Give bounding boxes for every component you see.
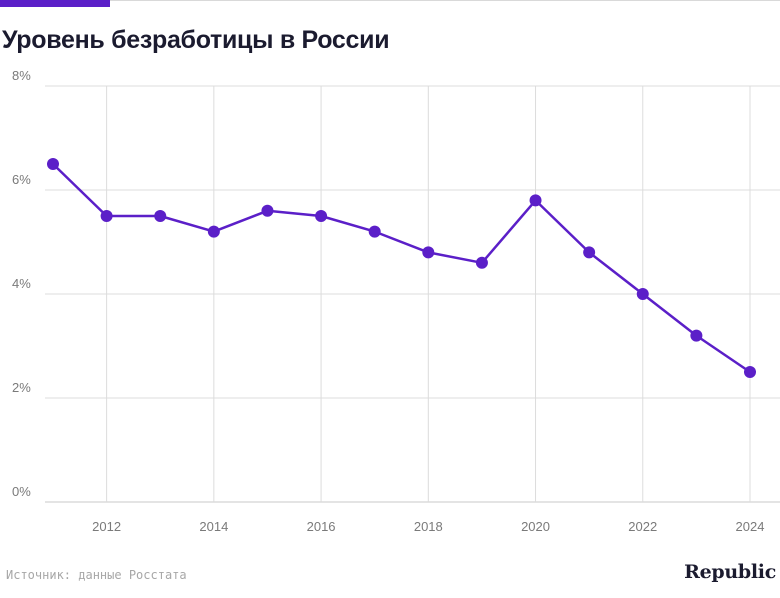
accent-bar: [0, 0, 110, 7]
series: [47, 158, 756, 378]
x-axis-ticks: 2012 2014 2016 2018 2020 2022 2024: [92, 519, 764, 534]
data-point[interactable]: [583, 246, 596, 259]
x-tick-label: 2014: [199, 519, 228, 534]
data-point[interactable]: [207, 225, 220, 238]
y-tick-label: 2%: [12, 380, 31, 395]
data-point[interactable]: [422, 246, 435, 259]
grid: [45, 85, 780, 503]
y-tick-label: 8%: [12, 68, 31, 83]
data-point[interactable]: [744, 366, 756, 378]
data-point[interactable]: [47, 158, 59, 170]
data-point[interactable]: [100, 210, 113, 222]
top-divider: [110, 0, 780, 1]
data-point[interactable]: [690, 329, 703, 342]
x-tick-label: 2024: [736, 519, 765, 534]
y-tick-label: 0%: [12, 484, 31, 499]
x-tick-label: 2022: [628, 519, 657, 534]
y-axis-ticks: 0% 2% 4% 6% 8%: [12, 68, 31, 499]
chart-title: Уровень безработицы в России: [2, 26, 390, 54]
data-point[interactable]: [315, 210, 328, 222]
data-point[interactable]: [529, 194, 542, 207]
x-tick-label: 2012: [92, 519, 121, 534]
data-point[interactable]: [475, 256, 488, 269]
y-tick-label: 6%: [12, 172, 31, 187]
data-point[interactable]: [261, 204, 274, 217]
x-tick-label: 2016: [307, 519, 336, 534]
x-tick-label: 2018: [414, 519, 443, 534]
data-point[interactable]: [368, 225, 381, 238]
data-point[interactable]: [154, 210, 167, 222]
data-point[interactable]: [636, 288, 649, 300]
y-tick-label: 4%: [12, 276, 31, 291]
series-line: [52, 163, 751, 374]
republic-logo[interactable]: Republic: [684, 561, 776, 583]
x-tick-label: 2020: [521, 519, 550, 534]
source-note: Источник: данные Росстата: [6, 568, 187, 582]
